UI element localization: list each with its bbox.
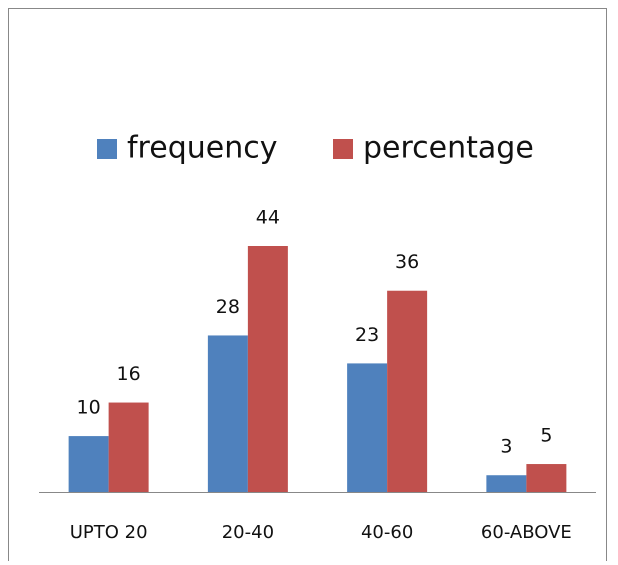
x-tick-label: UPTO 20 — [70, 522, 148, 543]
legend-label: frequency — [127, 131, 277, 166]
legend-swatch — [333, 139, 353, 159]
value-label: 36 — [395, 251, 419, 273]
bar — [486, 475, 527, 492]
value-label: 23 — [355, 324, 379, 346]
bar — [247, 246, 288, 492]
value-label: 3 — [500, 436, 512, 458]
bar — [387, 290, 428, 492]
value-label: 10 — [77, 397, 101, 419]
value-label: 5 — [540, 425, 552, 447]
value-label: 44 — [256, 207, 280, 229]
bar — [68, 436, 109, 492]
value-label: 28 — [216, 296, 240, 318]
bar — [108, 402, 149, 492]
bar — [526, 464, 567, 492]
legend-swatch — [97, 139, 117, 159]
bar — [347, 363, 388, 492]
bar — [207, 335, 248, 492]
x-tick-label: 40-60 — [361, 522, 413, 543]
legend-label: percentage — [363, 131, 534, 166]
x-tick-label: 60-ABOVE — [481, 522, 572, 543]
value-label: 16 — [117, 363, 141, 385]
x-tick-label: 20-40 — [222, 522, 274, 543]
